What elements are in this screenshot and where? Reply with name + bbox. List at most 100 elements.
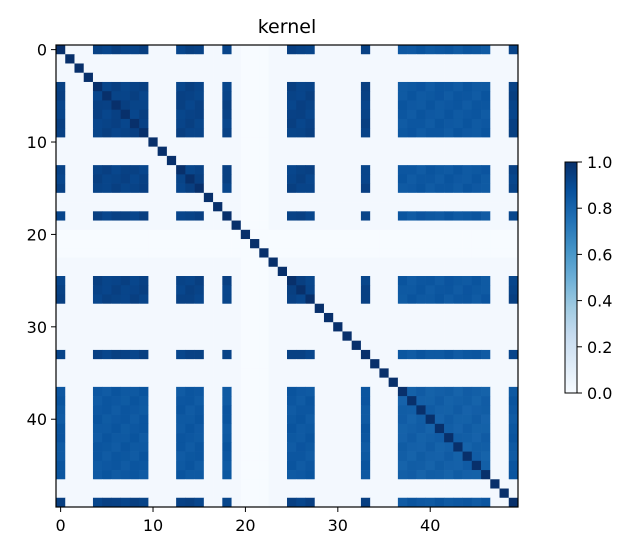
heatmap-cell: [397, 211, 408, 221]
heatmap-cell: [129, 285, 140, 295]
heatmap-cell: [74, 368, 85, 378]
heatmap-cell: [333, 128, 343, 138]
heatmap-cell: [213, 322, 223, 332]
heatmap-cell: [277, 211, 288, 221]
heatmap-cell: [231, 183, 242, 194]
heatmap-cell: [222, 377, 232, 388]
heatmap-cell: [416, 72, 426, 83]
heatmap-cell: [102, 45, 112, 55]
heatmap-cell: [351, 81, 362, 92]
heatmap-cell: [397, 45, 408, 55]
heatmap-cell: [462, 229, 473, 240]
heatmap-cell: [102, 377, 112, 388]
heatmap-cell: [471, 479, 482, 489]
heatmap-cell: [453, 359, 463, 369]
heatmap-cell: [499, 377, 510, 388]
heatmap-cell: [462, 183, 473, 194]
heatmap-cell: [499, 45, 510, 55]
heatmap-cell: [379, 276, 389, 286]
heatmap-cell: [250, 100, 260, 111]
heatmap-cell: [425, 266, 436, 277]
heatmap-cell: [74, 340, 85, 351]
heatmap-cell: [360, 340, 371, 351]
heatmap-cell: [102, 322, 112, 332]
heatmap-cell: [213, 220, 223, 231]
heatmap-cell: [296, 155, 306, 166]
heatmap-cell: [92, 45, 103, 55]
heatmap-cell: [323, 146, 334, 157]
heatmap-cell: [379, 118, 389, 129]
heatmap-cell: [490, 220, 500, 231]
heatmap-cell: [65, 396, 75, 406]
heatmap-cell: [333, 442, 343, 452]
heatmap-cell: [490, 155, 500, 166]
heatmap-cell: [166, 81, 177, 92]
heatmap-cell: [462, 211, 473, 221]
heatmap-cell: [416, 460, 426, 471]
heatmap-cell: [102, 211, 112, 221]
heatmap-cell: [499, 285, 510, 295]
heatmap-cell: [213, 155, 223, 166]
heatmap-cell: [462, 497, 473, 508]
heatmap-cell: [176, 405, 186, 415]
heatmap-cell: [56, 128, 66, 138]
heatmap-cell: [379, 368, 389, 378]
heatmap-cell: [194, 220, 205, 231]
heatmap-cell: [314, 63, 325, 74]
heatmap-cell: [305, 303, 316, 314]
heatmap-cell: [453, 220, 463, 231]
heatmap-cell: [74, 45, 85, 55]
heatmap-cell: [462, 405, 473, 415]
heatmap-cell: [148, 202, 158, 212]
heatmap-cell: [370, 128, 380, 138]
heatmap-cell: [499, 312, 510, 323]
heatmap-cell: [157, 322, 168, 332]
heatmap-cell: [416, 128, 426, 138]
heatmap-cell: [379, 81, 389, 92]
heatmap-cell: [287, 303, 297, 314]
heatmap-cell: [333, 433, 343, 443]
heatmap-cell: [296, 359, 306, 369]
heatmap-cell: [157, 165, 168, 175]
heatmap-cell: [157, 220, 168, 231]
heatmap-cell: [111, 294, 122, 305]
heatmap-cell: [92, 63, 103, 74]
heatmap-cell: [444, 423, 454, 434]
heatmap-cell: [213, 386, 223, 397]
heatmap-cell: [74, 396, 85, 406]
heatmap-cell: [407, 72, 417, 83]
heatmap-cell: [139, 72, 149, 83]
heatmap-cell: [139, 165, 149, 175]
heatmap-cell: [471, 368, 482, 378]
heatmap-cell: [462, 146, 473, 157]
heatmap-cell: [157, 146, 168, 157]
heatmap-cell: [92, 331, 103, 342]
heatmap-cell: [102, 229, 112, 240]
heatmap-cell: [222, 128, 232, 138]
heatmap-cell: [397, 100, 408, 111]
heatmap-cell: [157, 257, 168, 268]
heatmap-cell: [176, 460, 186, 471]
heatmap-cell: [111, 322, 122, 332]
heatmap-cell: [231, 349, 242, 360]
heatmap-cell: [222, 433, 232, 443]
heatmap-cell: [277, 294, 288, 305]
heatmap-cell: [194, 497, 205, 508]
heatmap-cell: [360, 322, 371, 332]
heatmap-cell: [259, 45, 269, 55]
heatmap-cell: [120, 470, 131, 480]
heatmap-cell: [462, 433, 473, 443]
heatmap-cell: [342, 479, 353, 489]
heatmap-cell: [360, 91, 371, 101]
heatmap-cell: [102, 54, 112, 64]
heatmap-cell: [129, 146, 140, 157]
heatmap-cell: [462, 91, 473, 101]
heatmap-cell: [102, 109, 112, 120]
heatmap-cell: [351, 312, 362, 323]
heatmap-cell: [305, 257, 316, 268]
heatmap-cell: [370, 72, 380, 83]
heatmap-cell: [434, 303, 445, 314]
heatmap-cell: [56, 377, 66, 388]
heatmap-cell: [259, 479, 269, 489]
heatmap-cell: [259, 460, 269, 471]
